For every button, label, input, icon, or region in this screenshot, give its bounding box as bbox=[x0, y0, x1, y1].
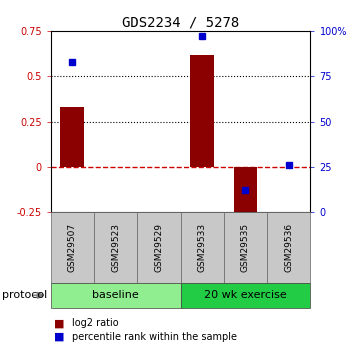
Text: GSM29529: GSM29529 bbox=[155, 223, 163, 272]
Text: protocol: protocol bbox=[2, 290, 47, 300]
Text: log2 ratio: log2 ratio bbox=[72, 318, 119, 328]
Bar bbox=[234, 167, 257, 221]
Text: ■: ■ bbox=[54, 318, 65, 328]
Text: GSM29533: GSM29533 bbox=[198, 223, 206, 272]
Text: GSM29535: GSM29535 bbox=[241, 223, 250, 272]
Text: ■: ■ bbox=[54, 332, 65, 342]
Text: GSM29507: GSM29507 bbox=[68, 223, 77, 272]
Text: GSM29523: GSM29523 bbox=[111, 223, 120, 272]
Text: percentile rank within the sample: percentile rank within the sample bbox=[72, 332, 237, 342]
Bar bbox=[190, 55, 214, 167]
Text: 20 wk exercise: 20 wk exercise bbox=[204, 290, 287, 300]
Text: GSM29536: GSM29536 bbox=[284, 223, 293, 272]
Bar bbox=[60, 107, 84, 167]
Title: GDS2234 / 5278: GDS2234 / 5278 bbox=[122, 16, 239, 30]
Text: baseline: baseline bbox=[92, 290, 139, 300]
